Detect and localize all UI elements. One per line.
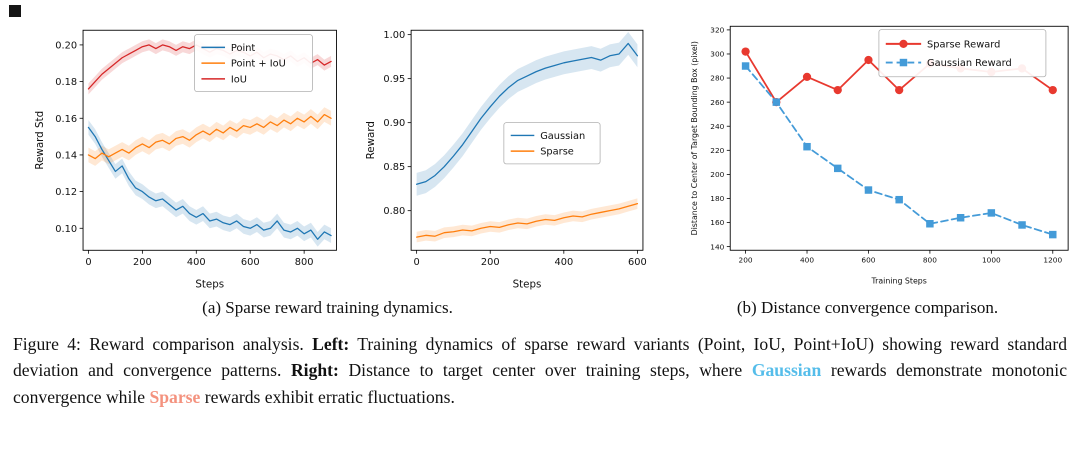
svg-text:0.16: 0.16	[55, 114, 77, 125]
svg-text:400: 400	[800, 256, 814, 265]
caption-run: Right:	[290, 360, 339, 381]
svg-text:260: 260	[710, 98, 724, 107]
svg-text:Sparse: Sparse	[541, 147, 575, 158]
svg-text:220: 220	[710, 146, 724, 155]
svg-text:0.95: 0.95	[384, 74, 406, 85]
svg-text:280: 280	[710, 74, 724, 83]
svg-text:0: 0	[85, 257, 91, 268]
svg-text:600: 600	[241, 257, 260, 268]
svg-text:0.10: 0.10	[55, 224, 77, 235]
svg-text:300: 300	[710, 50, 724, 59]
svg-text:0.18: 0.18	[55, 77, 77, 88]
subcaption-a: (a) Sparse reward training dynamics.	[202, 298, 453, 317]
reward-chart: 0 200 400 600 0.80 0.85 0.90 0.95 1.00 Steps Rewar…	[365, 29, 647, 291]
svg-text:0.14: 0.14	[55, 150, 77, 161]
caption-run: Distance to target center over training …	[338, 360, 752, 381]
distance-chart: 200 400 600 800 1000 1200 140 160 180 200 220 240 26…	[690, 26, 1069, 286]
svg-text:Point: Point	[231, 43, 256, 54]
caption-run: Gaussian	[751, 360, 822, 381]
caption-run: rewards demonstrate monotonic convergenc…	[13, 360, 1068, 407]
svg-text:200: 200	[739, 256, 753, 265]
corner-artifact	[9, 5, 21, 17]
caption-run: rewards exhibit erratic fluctuations.	[200, 386, 455, 407]
caption-run: Figure 4: Reward comparison analysis.	[13, 334, 313, 354]
svg-text:0.20: 0.20	[55, 40, 77, 51]
svg-text:600: 600	[862, 256, 876, 265]
svg-text:200: 200	[133, 257, 152, 268]
svg-text:Reward: Reward	[365, 121, 377, 159]
svg-text:0.85: 0.85	[384, 162, 406, 173]
svg-text:600: 600	[628, 257, 647, 268]
svg-text:200: 200	[710, 170, 724, 179]
svg-text:Gaussian: Gaussian	[541, 131, 586, 142]
subcaptions: (a) Sparse reward training dynamics. (b)…	[0, 298, 1080, 318]
svg-text:Steps: Steps	[513, 279, 542, 291]
caption-run: Left:	[312, 334, 350, 354]
svg-text:180: 180	[710, 194, 724, 203]
svg-text:400: 400	[187, 257, 206, 268]
svg-text:1000: 1000	[982, 256, 1001, 265]
subcaption-b: (b) Distance convergence comparison.	[736, 298, 999, 317]
svg-text:Gaussian Reward: Gaussian Reward	[927, 58, 1012, 69]
figure-caption: Figure 4: Reward comparison analysis. Le…	[0, 331, 1080, 410]
svg-text:400: 400	[555, 257, 574, 268]
svg-text:Training Steps: Training Steps	[871, 277, 927, 286]
svg-text:140: 140	[710, 242, 724, 251]
svg-text:800: 800	[923, 256, 937, 265]
svg-text:0.12: 0.12	[55, 187, 77, 198]
caption-run: Training dynamics of sparse reward varia…	[13, 334, 1068, 381]
svg-text:320: 320	[710, 26, 724, 35]
svg-text:Point + IoU: Point + IoU	[231, 59, 286, 70]
svg-text:800: 800	[295, 257, 314, 268]
svg-text:IoU: IoU	[231, 74, 247, 85]
svg-text:Distance to Center of Target B: Distance to Center of Target Bounding Bo…	[690, 41, 699, 235]
svg-text:200: 200	[481, 257, 500, 268]
figure-panels: 0 200 400 600 800 0.10 0.12 0.14 0.16 0.18 0.20 Ste…	[34, 26, 1069, 291]
svg-text:Sparse Reward: Sparse Reward	[927, 39, 1000, 50]
svg-text:Steps: Steps	[195, 279, 224, 291]
svg-text:0: 0	[414, 257, 420, 268]
svg-text:160: 160	[710, 218, 724, 227]
caption-run: Sparse	[149, 386, 201, 407]
reward-std-chart: 0 200 400 600 800 0.10 0.12 0.14 0.16 0.18 0.20 Ste…	[34, 29, 337, 291]
svg-text:240: 240	[710, 122, 724, 131]
svg-text:Reward Std: Reward Std	[34, 111, 46, 170]
svg-text:1.00: 1.00	[384, 30, 406, 41]
svg-text:1200: 1200	[1043, 256, 1062, 265]
svg-text:0.80: 0.80	[384, 206, 406, 217]
svg-text:0.90: 0.90	[384, 118, 406, 129]
